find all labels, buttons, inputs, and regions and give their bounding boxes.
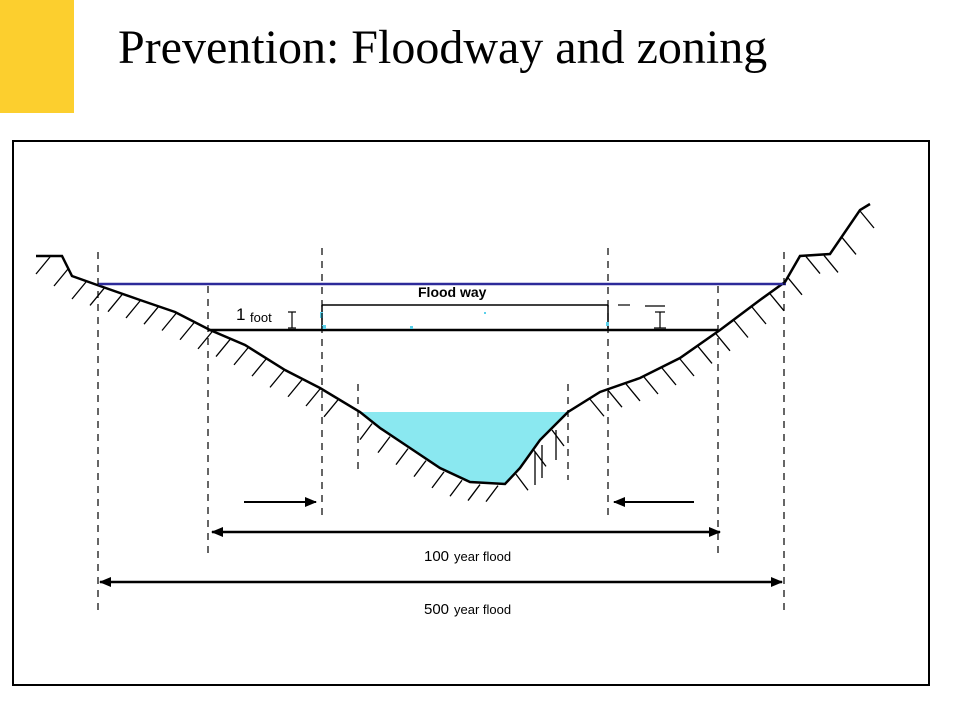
hatch-mark	[71, 281, 87, 300]
hatch-mark	[769, 293, 785, 312]
hatch-mark	[287, 379, 303, 398]
hatch-mark	[715, 333, 731, 352]
water-specks	[320, 312, 609, 329]
one-foot-indicator-right	[618, 304, 666, 329]
hatch-mark	[431, 471, 445, 489]
hatch-mark	[607, 389, 623, 408]
five-hundred-year-flood-number: 500	[424, 601, 449, 618]
hatch-mark	[697, 345, 713, 364]
channel-bed-stakes	[534, 430, 557, 485]
hatch-mark	[533, 450, 547, 467]
hatch-mark	[215, 339, 231, 357]
one-foot-unit: foot	[250, 310, 272, 325]
hatch-mark	[107, 294, 123, 313]
hatch-mark	[35, 256, 51, 275]
hatch-mark	[551, 429, 565, 447]
hatch-mark	[413, 460, 427, 478]
hatch-mark	[269, 369, 285, 388]
hatch-mark	[305, 388, 321, 407]
hatch-mark	[449, 479, 463, 497]
one-foot-indicator-left	[288, 311, 296, 329]
hundred-year-flood-text: year flood	[454, 549, 511, 564]
hatch-mark	[359, 423, 373, 440]
hatch-mark	[515, 473, 529, 491]
hatch-mark	[197, 331, 213, 350]
hatch-mark	[161, 313, 177, 331]
title-accent-block	[0, 0, 74, 113]
hatch-mark	[485, 485, 499, 502]
floodway-label: Flood way	[418, 284, 487, 300]
hundred-year-flood-number: 100	[424, 548, 449, 565]
dashed-boundary-lines	[97, 248, 785, 612]
ground-hatching	[35, 210, 875, 502]
hatch-mark	[733, 320, 749, 338]
hatch-mark	[143, 306, 159, 325]
hatch-mark	[787, 277, 803, 296]
hatch-mark	[395, 448, 409, 466]
hatch-mark	[179, 322, 195, 341]
hatch-mark	[589, 398, 605, 417]
hatch-mark	[323, 399, 339, 418]
hatch-mark	[841, 236, 857, 255]
slide-title: Prevention: Floodway and zoning	[118, 21, 768, 74]
hatch-mark	[859, 210, 875, 229]
hatch-mark	[643, 376, 659, 395]
hatch-mark	[53, 268, 69, 287]
hatch-mark	[805, 256, 821, 275]
hatch-mark	[125, 300, 141, 319]
hatch-mark	[467, 484, 481, 501]
one-foot-value: 1	[236, 305, 245, 324]
valley-ground-profile	[36, 202, 871, 486]
hatch-mark	[823, 254, 839, 273]
hatch-mark	[233, 347, 249, 366]
river-water	[360, 412, 568, 484]
hatch-mark	[679, 358, 695, 377]
hatch-mark	[751, 306, 767, 325]
hatch-mark	[661, 367, 677, 386]
hatch-mark	[377, 436, 391, 454]
hatch-mark	[89, 287, 105, 306]
hatch-mark	[251, 358, 267, 377]
five-hundred-year-flood-text: year flood	[454, 602, 511, 617]
hatch-mark	[625, 383, 641, 402]
